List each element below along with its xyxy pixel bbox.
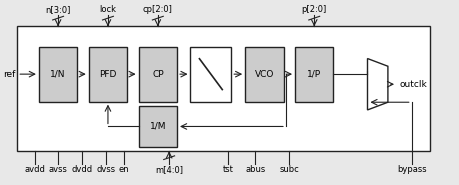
Bar (245, 47, 283, 102)
Text: abus: abus (245, 165, 265, 174)
Bar (17, 26, 429, 151)
Bar (89, 47, 127, 102)
Text: VCO: VCO (254, 70, 274, 79)
Text: outclk: outclk (398, 80, 426, 89)
Text: lock: lock (99, 6, 116, 14)
Text: cp[2:0]: cp[2:0] (143, 6, 173, 14)
Text: dvss: dvss (96, 165, 115, 174)
Text: p[2:0]: p[2:0] (301, 6, 326, 14)
Polygon shape (367, 58, 387, 110)
Text: 1/N: 1/N (50, 70, 66, 79)
Text: n[3:0]: n[3:0] (45, 6, 71, 14)
Text: avdd: avdd (25, 165, 46, 174)
Text: en: en (118, 165, 129, 174)
Bar (39, 47, 77, 102)
Text: PFD: PFD (99, 70, 117, 79)
Bar (294, 47, 333, 102)
Text: CP: CP (151, 70, 163, 79)
Text: dvdd: dvdd (72, 165, 92, 174)
Text: bypass: bypass (396, 165, 425, 174)
Text: tst: tst (222, 165, 233, 174)
Text: avss: avss (49, 165, 67, 174)
Text: subc: subc (279, 165, 298, 174)
Bar (190, 47, 231, 102)
Text: ref: ref (3, 70, 15, 79)
Text: 1/P: 1/P (307, 70, 320, 79)
Text: m[4:0]: m[4:0] (155, 165, 183, 174)
Bar (138, 47, 177, 102)
Bar (138, 106, 177, 147)
Text: 1/M: 1/M (149, 122, 166, 131)
